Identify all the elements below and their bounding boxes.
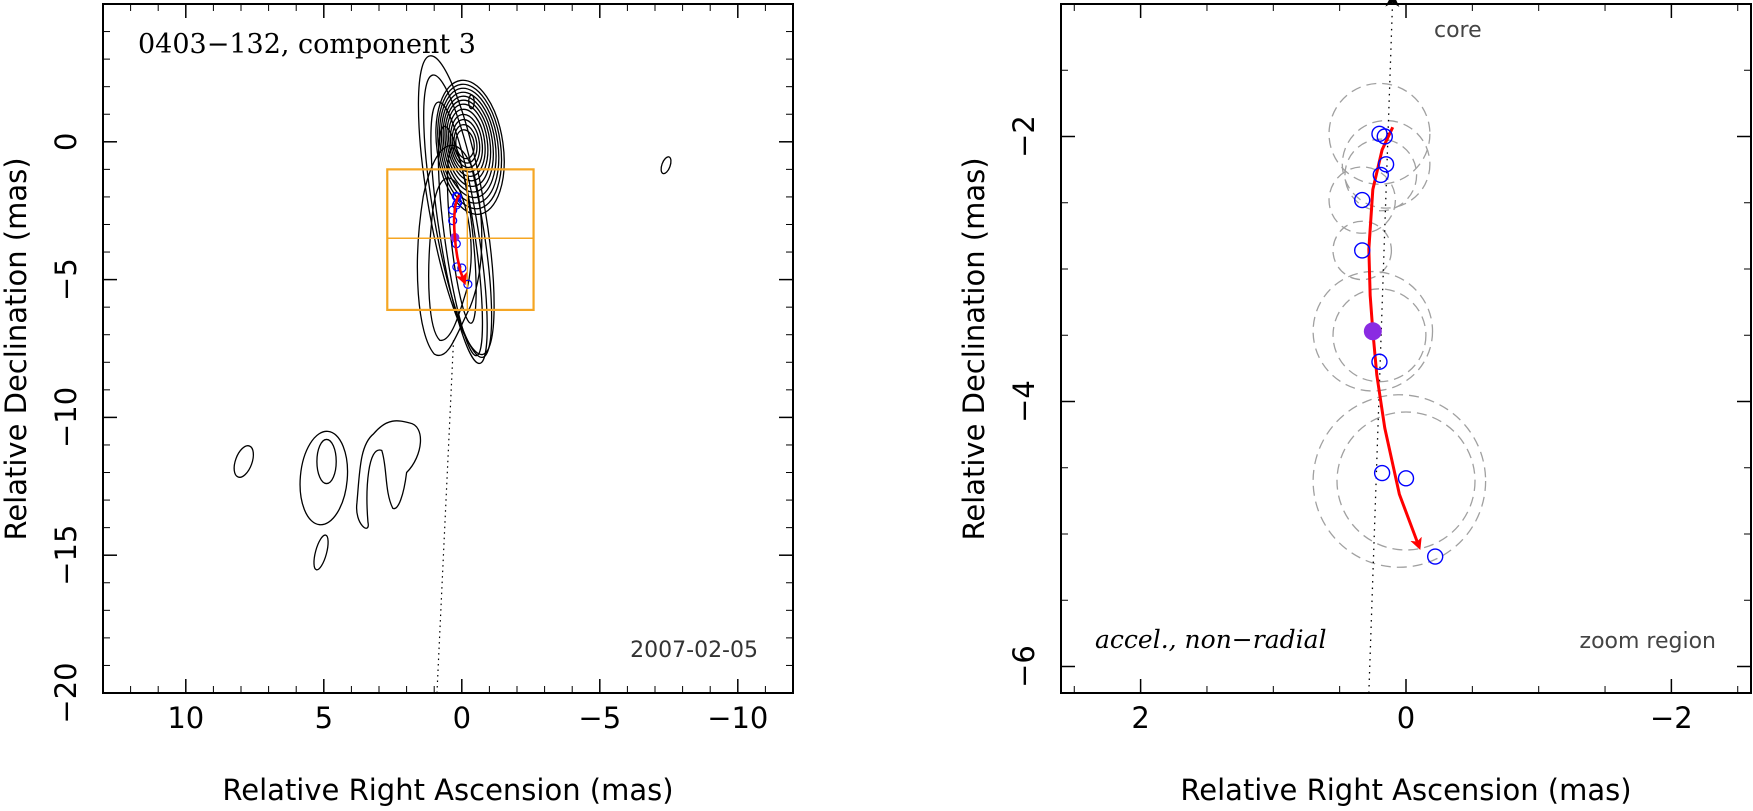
small-contour (468, 94, 475, 110)
core-direction-dotted-arrow (1368, 0, 1400, 694)
left-frame (102, 3, 794, 694)
error-circle (1341, 119, 1431, 209)
error-circle (1312, 270, 1434, 392)
left-ticks: 10 5 0 −5 −10 0 −5 −10 −15 −20 (49, 4, 794, 735)
left-y-tick-label: 0 (49, 133, 83, 151)
component-point (1397, 470, 1415, 487)
right-x-tick-label: 2 (1131, 701, 1149, 735)
left-y-tick-label: −5 (49, 258, 83, 301)
right-x-axis-label: Relative Right Ascension (mas) (1180, 773, 1631, 807)
left-x-tick-label: 0 (453, 701, 471, 735)
motion-type-label: accel., non−radial (1095, 625, 1327, 654)
filled-reference-point (1363, 322, 1382, 341)
left-y-axis-label: Relative Declination (mas) (0, 157, 33, 540)
core-contour (438, 87, 500, 204)
left-x-tick-label: −10 (707, 701, 768, 735)
right-y-tick-label: −4 (1007, 380, 1041, 423)
zoom-region-label: zoom region (1580, 629, 1716, 654)
core-contour (435, 79, 505, 215)
left-x-axis-label: Relative Right Ascension (mas) (222, 773, 673, 807)
left-component-point (448, 205, 458, 215)
left-jet-axis-dotted (436, 340, 455, 694)
left-x-tick-label: 10 (167, 701, 204, 735)
left-title: 0403−132, component 3 (138, 29, 476, 60)
left-epoch-label: 2007-02-05 (630, 638, 758, 663)
left-track-arrow (452, 194, 468, 286)
left-x-tick-label: 5 (315, 701, 333, 735)
right-track-arrow (1367, 126, 1422, 551)
error-circle (1328, 82, 1431, 185)
outer-contour (356, 420, 422, 529)
right-y-tick-label: −6 (1007, 645, 1041, 688)
error-circle (1344, 138, 1418, 212)
left-x-tick-label: −5 (578, 701, 621, 735)
component-point (1372, 166, 1389, 184)
error-circle (1312, 394, 1487, 568)
left-y-tick-label: −20 (49, 662, 83, 723)
right-panel: 2 0 −2 −2 −4 −6 core accel., non−radial zoom … (957, 0, 1752, 807)
left-panel: 10 5 0 −5 −10 0 −5 −10 −15 −20 0403−132, componen… (0, 3, 794, 807)
error-circle (1328, 166, 1397, 234)
jet-contour (417, 55, 495, 356)
jet-contour (430, 101, 488, 365)
right-y-axis-label: Relative Declination (mas) (957, 157, 991, 540)
component-point (1371, 353, 1388, 370)
right-y-tick-label: −2 (1007, 115, 1041, 158)
error-circle (1336, 411, 1476, 551)
left-component-point (452, 262, 462, 272)
component-point (1354, 191, 1371, 209)
right-ticks: 2 0 −2 −2 −4 −6 (1007, 3, 1751, 735)
component-point (1354, 242, 1371, 259)
outer-contour (313, 534, 329, 571)
right-x-tick-label: 0 (1397, 701, 1415, 735)
error-circle (1332, 220, 1393, 281)
left-contours (233, 55, 672, 571)
left-y-tick-label: −15 (49, 525, 83, 586)
outer-contour (299, 430, 349, 526)
error-circle (1332, 288, 1427, 383)
small-contour (660, 156, 672, 175)
left-component-point (448, 216, 458, 226)
component-point (1373, 464, 1391, 482)
outer-contour (233, 445, 255, 478)
lower-lobe-contour (416, 144, 483, 357)
right-frame (1060, 3, 1752, 694)
component-point (1376, 128, 1393, 145)
left-y-tick-label: −10 (49, 387, 83, 448)
zoom-box (386, 168, 535, 312)
outer-contour (316, 438, 337, 485)
component-point (1377, 156, 1395, 173)
left-marks (386, 168, 535, 694)
right-x-tick-label: −2 (1650, 701, 1693, 735)
core-contour (440, 91, 497, 199)
core-contour (446, 103, 489, 182)
right-marks (1312, 0, 1487, 694)
core-label: core (1434, 18, 1482, 43)
component-point (1426, 548, 1444, 565)
